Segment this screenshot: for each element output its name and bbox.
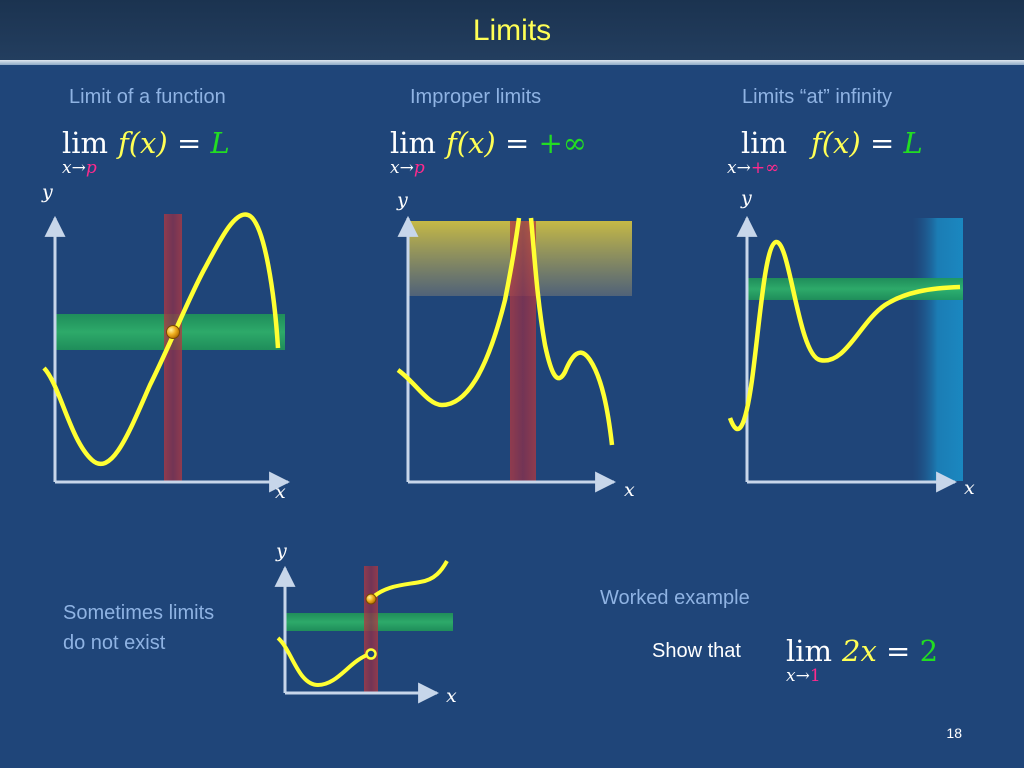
formula-subscript: x→p (62, 158, 97, 178)
lim-operator: lim (62, 126, 109, 160)
formula-variable: x (62, 158, 72, 178)
formula-limit-value: L (210, 126, 230, 160)
formula-function: 2x (842, 634, 877, 668)
formula-expression: f(x) = +∞ (446, 126, 587, 160)
dne-note: Sometimes limits do not exist (63, 598, 214, 658)
neighborhood-band-vertical (364, 566, 378, 692)
y-axis-label: y (275, 540, 287, 562)
formula-variable: x (727, 158, 737, 178)
neighborhood-band-vertical (164, 214, 182, 481)
formula-equals: = (886, 634, 911, 668)
dne-note-line-2: do not exist (63, 632, 166, 654)
function-curve-right-piece (369, 560, 449, 601)
formula-worked-example: lim 2x = 2 x→1 (786, 634, 976, 690)
formula-equals: = (176, 126, 202, 160)
formula-equals: = (869, 126, 895, 160)
lim-operator: lim (741, 126, 788, 160)
y-axis-label: y (41, 181, 53, 203)
formula-arrow: → (71, 158, 86, 178)
open-endpoint (365, 648, 377, 660)
neighborhood-band-vertical (510, 221, 536, 481)
lim-operator: lim (786, 634, 833, 668)
y-axis-label: y (740, 187, 752, 209)
title-divider (0, 60, 1024, 65)
formula-function: f(x) (446, 126, 496, 160)
y-axis-label: y (396, 189, 408, 211)
formula-function: f(x) (811, 126, 861, 160)
formula-subscript: x→1 (786, 666, 821, 686)
formula-limit-at-infinity: lim f(x) = L x→+∞ (727, 126, 957, 182)
formula-limit-value: +∞ (538, 126, 587, 160)
x-axis-label: x (446, 685, 457, 707)
page-number: 18 (946, 725, 962, 741)
closed-endpoint (365, 593, 377, 605)
formula-arrow: → (399, 158, 414, 178)
function-curve (727, 239, 961, 432)
formula-variable: x (786, 666, 796, 686)
formula-target: +∞ (750, 158, 780, 178)
slide-title: Limits (472, 14, 552, 47)
panel-limit-does-not-exist: y x (274, 540, 457, 707)
formula-limit-of-function: lim f(x) = L x→p (62, 126, 282, 182)
dne-note-line-1: Sometimes limits (63, 602, 215, 624)
formula-improper-limit: lim f(x) = +∞ x→p (390, 126, 630, 182)
panel-improper-limits: y x (396, 189, 635, 501)
formula-target: 1 (809, 666, 821, 686)
function-curve-left-piece (276, 636, 371, 688)
x-axis-label: x (624, 479, 635, 501)
formula-target: p (413, 158, 425, 178)
formula-subscript: x→+∞ (727, 158, 779, 178)
panel-limit-of-function: y x (41, 181, 291, 503)
worked-example-prompt: Show that (652, 640, 741, 662)
function-curve-right-branch (528, 217, 615, 446)
formula-arrow: → (736, 158, 751, 178)
lim-operator: lim (390, 126, 437, 160)
function-curve-left-branch (396, 217, 522, 408)
formula-expression: f(x) = L (118, 126, 230, 160)
formula-equals: = (504, 126, 530, 160)
formula-expression: f(x) = L (811, 126, 923, 160)
formula-arrow: → (795, 666, 810, 686)
formula-limit-value: L (903, 126, 923, 160)
caption-worked-example: Worked example (600, 587, 750, 609)
formula-variable: x (390, 158, 400, 178)
caption-limits-at-infinity: Limits “at” infinity (742, 86, 893, 108)
x-axis-label: x (964, 477, 975, 499)
formula-function: f(x) (118, 126, 168, 160)
x-axis-label: x (275, 481, 286, 503)
formula-limit-value: 2 (919, 634, 939, 668)
infinity-region-band (912, 218, 963, 481)
formula-subscript: x→p (390, 158, 425, 178)
formula-target: p (85, 158, 97, 178)
caption-limit-of-function: Limit of a function (69, 86, 226, 108)
limit-point (166, 325, 180, 339)
panel-limits-at-infinity: y x (727, 187, 975, 499)
caption-improper-limits: Improper limits (410, 86, 542, 108)
formula-expression: 2x = 2 (842, 634, 938, 668)
title-bar (0, 0, 1024, 60)
